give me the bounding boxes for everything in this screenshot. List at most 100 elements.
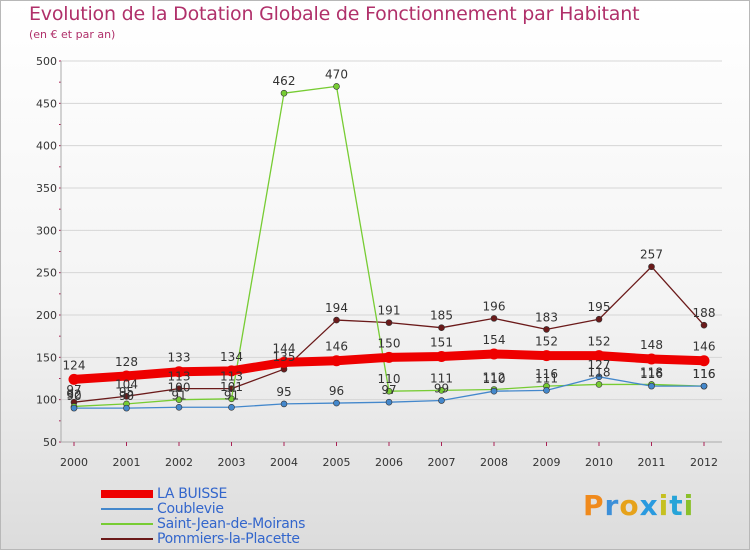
logo-letter: i (658, 489, 670, 522)
data-point-la-buisse (278, 356, 290, 368)
data-point-saint-jean-de-moirans (385, 387, 393, 395)
data-label-la-buisse: 148 (640, 338, 663, 352)
x-tick-label: 2005 (323, 456, 351, 469)
data-point-la-buisse (331, 355, 342, 367)
data-point-coublevie (123, 404, 130, 412)
data-label-la-buisse: 146 (693, 340, 716, 354)
data-label-coublevie: 116 (640, 367, 663, 381)
data-label-la-buisse: 154 (483, 333, 506, 347)
x-tick-label: 2007 (428, 456, 456, 469)
y-tick-label: 250 (36, 267, 57, 280)
data-point-coublevie (333, 399, 340, 407)
data-point-pommiers-la-placette (543, 326, 550, 333)
y-tick-label: 500 (36, 55, 57, 68)
data-label-coublevie: 90 (119, 389, 134, 403)
y-tick-label: 100 (36, 394, 57, 407)
x-tick-label: 2000 (60, 456, 88, 469)
data-point-la-buisse (226, 365, 237, 377)
data-point-coublevie (438, 397, 445, 404)
data-point-coublevie (70, 404, 78, 412)
data-point-la-buisse (541, 350, 552, 362)
proxiti-logo: Proxiti (583, 489, 694, 522)
data-point-la-buisse (698, 355, 710, 367)
y-tick-label: 450 (36, 97, 57, 110)
y-tick-label: 150 (36, 351, 57, 364)
data-label-coublevie: 91 (224, 388, 239, 402)
y-tick-label: 400 (36, 140, 57, 153)
data-point-pommiers-la-placette (175, 385, 183, 392)
x-tick-label: 2006 (375, 456, 403, 469)
x-tick-label: 2008 (480, 456, 508, 469)
data-label-saint-jean-de-moirans: 116 (693, 367, 716, 381)
y-tick-label: 300 (36, 224, 57, 237)
legend-label-saint-jean-de-moirans: Saint-Jean-de-Moirans (157, 516, 306, 532)
data-label-coublevie: 111 (535, 371, 558, 385)
data-label-la-buisse: 146 (325, 340, 348, 354)
data-point-saint-jean-de-moirans (280, 89, 288, 97)
data-label-pommiers-la-placette: 113 (220, 370, 243, 384)
data-label-la-buisse: 150 (378, 336, 401, 350)
data-point-pommiers-la-placette (595, 315, 603, 323)
data-label-saint-jean-de-moirans: 470 (325, 67, 348, 81)
data-label-coublevie: 97 (381, 383, 396, 397)
x-tick-label: 2009 (533, 456, 561, 469)
data-label-la-buisse: 152 (588, 335, 611, 349)
data-point-la-buisse (121, 370, 132, 382)
data-label-saint-jean-de-moirans: 110 (378, 372, 401, 386)
data-label-coublevie: 90 (66, 389, 81, 403)
data-label-coublevie: 116 (693, 367, 716, 381)
logo-letter: P (583, 489, 605, 522)
data-point-la-buisse (436, 350, 447, 362)
data-point-pommiers-la-placette (385, 319, 393, 326)
data-label-coublevie: 99 (434, 382, 449, 396)
data-label-saint-jean-de-moirans: 116 (535, 367, 558, 381)
data-label-pommiers-la-placette: 113 (168, 370, 191, 384)
legend-label-la-buisse: LA BUISSE (157, 486, 228, 502)
y-tick-label: 200 (36, 309, 57, 322)
data-label-la-buisse: 128 (115, 355, 138, 369)
data-label-coublevie: 95 (276, 385, 291, 399)
data-point-pommiers-la-placette (123, 392, 130, 400)
data-label-saint-jean-de-moirans: 118 (640, 365, 663, 379)
data-label-pommiers-la-placette: 194 (325, 301, 348, 315)
data-label-coublevie: 96 (329, 384, 344, 398)
data-label-pommiers-la-placette: 195 (588, 300, 611, 314)
legend-swatch-coublevie (101, 508, 153, 510)
data-point-coublevie (175, 403, 183, 411)
logo-letter: o (619, 489, 640, 522)
x-tick-label: 2002 (165, 456, 193, 469)
data-label-la-buisse: 134 (220, 350, 243, 364)
data-point-pommiers-la-placette (438, 324, 445, 332)
logo-letter: i (683, 489, 695, 522)
legend-swatch-pommiers-la-placette (101, 538, 153, 540)
legend-swatch-la-buisse (101, 490, 153, 498)
data-label-la-buisse: 133 (168, 351, 191, 365)
x-tick-label: 2004 (270, 456, 298, 469)
data-point-la-buisse (488, 348, 500, 360)
data-point-la-buisse (173, 366, 185, 378)
legend-label-pommiers-la-placette: Pommiers-la-Placette (157, 531, 300, 547)
data-point-pommiers-la-placette (333, 316, 340, 324)
data-label-saint-jean-de-moirans: 111 (430, 371, 453, 385)
x-tick-label: 2012 (690, 456, 718, 469)
x-tick-label: 2001 (113, 456, 141, 469)
data-label-pommiers-la-placette: 188 (693, 306, 716, 320)
data-point-coublevie (490, 387, 498, 395)
data-label-saint-jean-de-moirans: 462 (273, 74, 296, 88)
x-tick-label: 2010 (585, 456, 613, 469)
y-tick-label: 350 (36, 182, 57, 195)
x-tick-label: 2003 (218, 456, 246, 469)
data-point-coublevie (385, 398, 393, 406)
data-point-pommiers-la-placette (700, 321, 708, 329)
data-label-saint-jean-de-moirans: 92 (66, 387, 81, 401)
data-label-la-buisse: 152 (535, 335, 558, 349)
data-label-la-buisse: 144 (273, 341, 296, 355)
chart-title: Evolution de la Dotation Globale de Fonc… (29, 3, 640, 25)
y-tick-label: 50 (43, 436, 57, 449)
x-tick-label: 2011 (638, 456, 666, 469)
data-point-coublevie (595, 373, 603, 381)
legend-label-coublevie: Coublevie (157, 501, 224, 517)
data-point-la-buisse (646, 353, 657, 365)
data-point-pommiers-la-placette (490, 315, 498, 322)
